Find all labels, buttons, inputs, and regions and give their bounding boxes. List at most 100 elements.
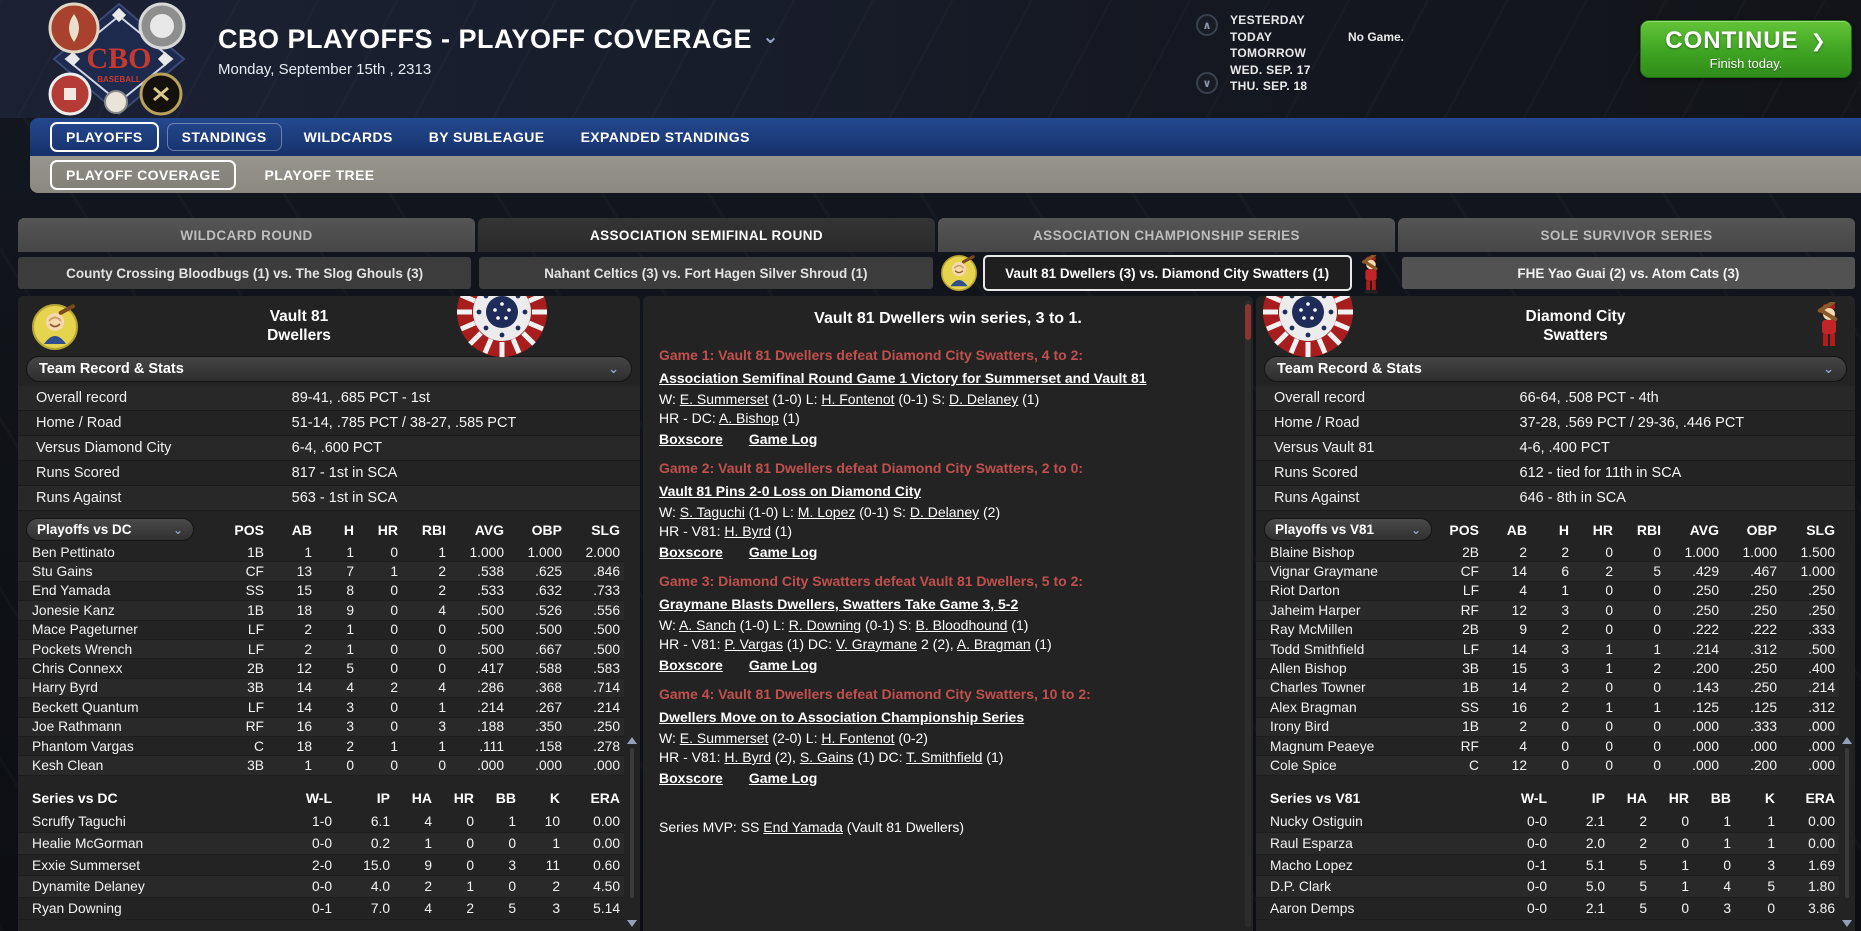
player-name[interactable]: Todd Smithfield [1270, 641, 1365, 657]
boxscore-link[interactable]: Boxscore [659, 657, 723, 673]
player-link[interactable]: P. Vargas [724, 636, 783, 652]
game-log-link[interactable]: Game Log [748, 431, 818, 447]
player-link[interactable]: E. Summerset [679, 391, 769, 407]
player-link[interactable]: H. Fontenot [821, 391, 895, 407]
player-link[interactable]: A. Bishop [718, 410, 779, 426]
player-name[interactable]: Macho Lopez [1270, 857, 1353, 873]
schedule-row[interactable]: TOMORROW [1230, 45, 1404, 62]
nav-tab-wildcards[interactable]: WILDCARDS [303, 129, 393, 145]
schedule-row[interactable]: YESTERDAY [1230, 12, 1404, 29]
scrollbar-thumb[interactable] [1845, 748, 1849, 898]
vault81-scrollbar[interactable] [625, 733, 639, 931]
player-name[interactable]: Kesh Clean [32, 757, 104, 773]
player-name[interactable]: Magnum Peaeye [1270, 738, 1375, 754]
player-link[interactable]: B. Bloodhound [915, 617, 1008, 633]
scrollbar-thumb[interactable] [630, 748, 634, 898]
player-name[interactable]: Ryan Downing [32, 900, 122, 916]
player-name[interactable]: Cole Spice [1270, 757, 1337, 773]
round-tab-sole-survivor-series[interactable]: SOLE SURVIVOR SERIES [1398, 218, 1855, 252]
player-name[interactable]: Mace Pageturner [32, 622, 138, 638]
schedule-down-icon[interactable]: ∨ [1196, 72, 1218, 94]
player-link[interactable]: H. Fontenot [821, 730, 895, 746]
game-log-link[interactable]: Game Log [748, 770, 818, 786]
player-name[interactable]: Irony Bird [1270, 719, 1330, 735]
player-link[interactable]: H. Byrd [724, 523, 772, 539]
game-headline-link[interactable]: Association Semifinal Round Game 1 Victo… [659, 370, 1147, 386]
player-link[interactable]: M. Lopez [797, 504, 856, 520]
schedule-row[interactable]: TODAY No Game. [1230, 29, 1404, 46]
game-log-link[interactable]: Game Log [748, 544, 818, 560]
series-tab[interactable]: Nahant Celtics (3) vs. Fort Hagen Silver… [479, 257, 933, 289]
player-link[interactable]: End Yamada [763, 819, 843, 835]
player-name[interactable]: Phantom Vargas [32, 738, 134, 754]
player-name[interactable]: Stu Gains [32, 564, 93, 580]
series-tab-active[interactable]: Vault 81 Dwellers (3) vs. Diamond City S… [982, 255, 1352, 291]
player-link[interactable]: V. Graymane [835, 636, 918, 652]
boxscore-link[interactable]: Boxscore [659, 431, 723, 447]
player-name[interactable]: Riot Darton [1270, 583, 1340, 599]
player-link[interactable]: S. Taguchi [679, 504, 745, 520]
player-name[interactable]: Vignar Graymane [1270, 564, 1378, 580]
subnav-tab-playoff-tree[interactable]: PLAYOFF TREE [264, 166, 375, 183]
player-name[interactable]: Blaine Bishop [1270, 544, 1355, 560]
player-name[interactable]: Ray McMillen [1270, 622, 1353, 638]
player-link[interactable]: R. Downing [788, 617, 862, 633]
game-log-link[interactable]: Game Log [748, 657, 818, 673]
player-name[interactable]: Harry Byrd [32, 680, 98, 696]
vault81-batting-filter-dropdown[interactable]: Playoffs vs DC ⌄ [26, 518, 194, 541]
series-tab[interactable]: FHE Yao Guai (2) vs. Atom Cats (3) [1401, 257, 1855, 289]
schedule-row[interactable]: THU. SEP. 18 [1230, 78, 1404, 95]
player-link[interactable]: S. Gains [799, 749, 854, 765]
player-name[interactable]: Exxie Summerset [32, 857, 141, 873]
scroll-up-icon[interactable] [1842, 737, 1852, 744]
player-link[interactable]: D. Delaney [948, 391, 1019, 407]
diamondcity-scrollbar[interactable] [1840, 733, 1854, 931]
player-link[interactable]: T. Smithfield [906, 749, 983, 765]
player-name[interactable]: Healie McGorman [32, 836, 144, 852]
player-name[interactable]: Chris Connexx [32, 661, 123, 677]
series-tab[interactable]: County Crossing Bloodbugs (1) vs. The Sl… [18, 257, 472, 289]
player-link[interactable]: E. Summerset [679, 730, 769, 746]
player-link[interactable]: A. Sanch [678, 617, 736, 633]
round-tab-association-championship-series[interactable]: ASSOCIATION CHAMPIONSHIP SERIES [938, 218, 1395, 252]
boxscore-link[interactable]: Boxscore [659, 770, 723, 786]
player-name[interactable]: Charles Towner [1270, 680, 1366, 696]
player-name[interactable]: Alex Bragman [1270, 699, 1357, 715]
player-name[interactable]: Joe Rathmann [32, 719, 122, 735]
diamondcity-record-dropdown[interactable]: Team Record & Stats ⌄ [1264, 356, 1847, 382]
scroll-down-icon[interactable] [1842, 920, 1852, 927]
player-name[interactable]: D.P. Clark [1270, 879, 1332, 895]
player-name[interactable]: Jaheim Harper [1270, 602, 1361, 618]
nav-tab-expanded-standings[interactable]: EXPANDED STANDINGS [580, 129, 750, 145]
player-name[interactable]: End Yamada [32, 583, 111, 599]
player-link[interactable]: A. Bragman [956, 636, 1031, 652]
scroll-up-icon[interactable] [627, 737, 637, 744]
nav-tab-playoffs[interactable]: PLAYOFFS [50, 122, 159, 152]
boxscore-link[interactable]: Boxscore [659, 544, 723, 560]
player-name[interactable]: Jonesie Kanz [32, 602, 115, 618]
player-name[interactable]: Scruffy Taguchi [32, 814, 126, 830]
nav-tab-by-subleague[interactable]: BY SUBLEAGUE [428, 129, 545, 145]
diamondcity-batting-filter-dropdown[interactable]: Playoffs vs V81 ⌄ [1264, 518, 1432, 541]
schedule-up-icon[interactable]: ∧ [1196, 14, 1218, 36]
game-headline-link[interactable]: Dwellers Move on to Association Champion… [659, 709, 1025, 725]
player-name[interactable]: Ben Pettinato [32, 544, 115, 560]
vault81-record-dropdown[interactable]: Team Record & Stats ⌄ [26, 356, 632, 382]
round-tab-wildcard-round[interactable]: WILDCARD ROUND [18, 218, 475, 252]
scroll-down-icon[interactable] [627, 920, 637, 927]
player-name[interactable]: Aaron Demps [1270, 900, 1355, 916]
player-name[interactable]: Allen Bishop [1270, 661, 1347, 677]
subnav-tab-playoff-coverage[interactable]: PLAYOFF COVERAGE [50, 159, 237, 190]
player-link[interactable]: H. Byrd [724, 749, 772, 765]
game-headline-link[interactable]: Vault 81 Pins 2-0 Loss on Diamond City [659, 483, 922, 499]
scrollbar-thumb[interactable] [1245, 304, 1251, 340]
player-name[interactable]: Raul Esparza [1270, 836, 1353, 852]
round-tab-association-semifinal-round[interactable]: ASSOCIATION SEMIFINAL ROUND [478, 218, 935, 252]
player-link[interactable]: D. Delaney [909, 504, 980, 520]
nav-tab-standings[interactable]: STANDINGS [166, 123, 282, 151]
player-name[interactable]: Pockets Wrench [32, 641, 133, 657]
player-name[interactable]: Beckett Quantum [32, 699, 139, 715]
player-name[interactable]: Nucky Ostiguin [1270, 814, 1363, 830]
game-headline-link[interactable]: Graymane Blasts Dwellers, Swatters Take … [659, 596, 1019, 612]
title-dropdown-chevron-icon[interactable]: ⌄ [762, 26, 780, 48]
